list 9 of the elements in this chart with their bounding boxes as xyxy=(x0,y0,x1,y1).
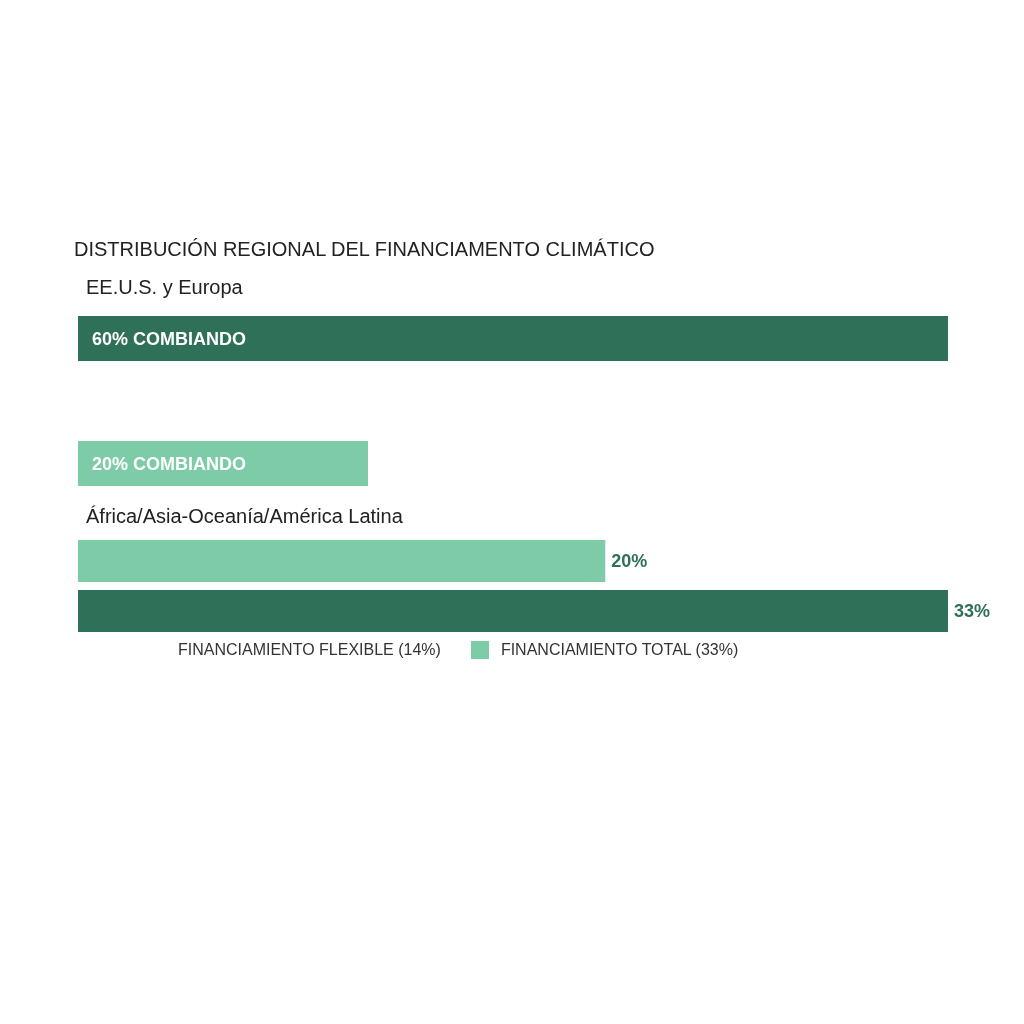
data-label: 20% xyxy=(611,551,648,571)
text: DISTRIBUCIÓN REGIONAL DEL FINANCIAMENTO CLIMÁTICO xyxy=(74,238,656,261)
text: FINANCIAMIENTO FLEXIBLE (14%) xyxy=(178,641,441,659)
data-label: 60% COMBIANDO xyxy=(92,328,247,349)
y-tick-label: EE.U.S. y Europa xyxy=(86,275,244,298)
y-tick-label: África/Asia-Oceanía/América Latina xyxy=(86,504,404,527)
data-label: 20% COMBIANDO xyxy=(92,453,247,474)
data-label: 33% xyxy=(954,601,991,621)
text: FINANCIAMIENTO TOTAL (33%) xyxy=(500,641,739,659)
